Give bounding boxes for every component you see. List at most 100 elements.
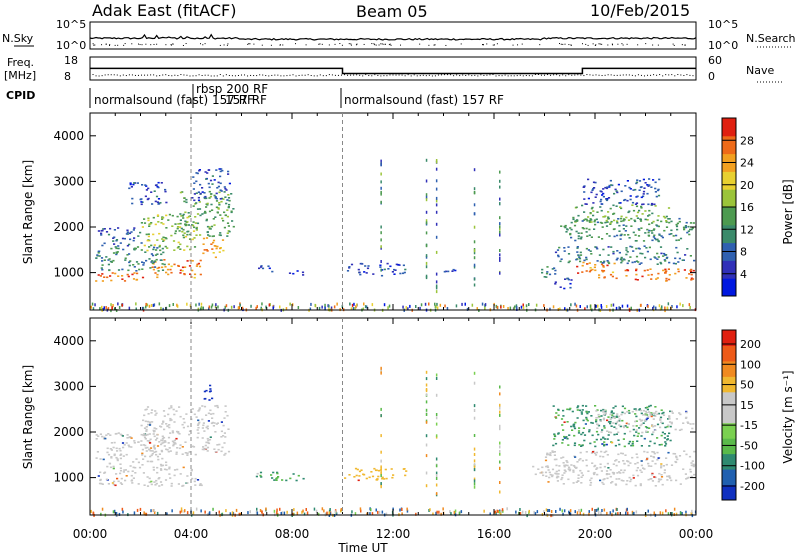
echo-cell bbox=[265, 507, 267, 511]
echo-cell bbox=[176, 468, 179, 471]
echo-cell bbox=[160, 465, 163, 467]
echo-cell bbox=[169, 432, 172, 434]
nsearch-dot bbox=[672, 43, 674, 45]
echo-cell bbox=[649, 478, 652, 480]
echo-cell bbox=[553, 458, 556, 461]
echo-cell bbox=[185, 201, 188, 204]
echo-cell bbox=[499, 227, 501, 231]
echo-cell bbox=[524, 511, 527, 514]
nave-dot bbox=[144, 74, 146, 76]
nave-dot bbox=[647, 74, 649, 76]
echo-cell bbox=[585, 258, 588, 261]
echo-cell bbox=[168, 424, 171, 426]
echo-cell bbox=[214, 216, 217, 218]
echo-cell bbox=[147, 233, 150, 235]
echo-cell bbox=[678, 217, 681, 220]
echo-cell bbox=[275, 477, 278, 480]
echo-cell bbox=[271, 477, 274, 479]
echo-cell bbox=[425, 413, 428, 416]
echo-cell bbox=[574, 220, 577, 222]
nave-dot bbox=[177, 75, 179, 77]
echo-cell bbox=[241, 306, 244, 310]
echo-cell bbox=[360, 262, 363, 265]
echo-cell bbox=[213, 194, 216, 197]
echo-cell bbox=[602, 216, 605, 218]
echo-cell bbox=[205, 249, 208, 251]
echo-cell bbox=[499, 222, 501, 226]
echo-cell bbox=[607, 254, 610, 256]
echo-cell bbox=[603, 409, 606, 412]
echo-cell bbox=[103, 242, 106, 245]
echo-cell bbox=[588, 234, 591, 237]
nave-dot bbox=[398, 74, 400, 76]
echo-cell bbox=[209, 384, 212, 387]
echo-cell bbox=[685, 221, 688, 224]
echo-cell bbox=[499, 271, 501, 275]
echo-cell bbox=[599, 466, 602, 469]
echo-cell bbox=[597, 511, 600, 514]
echo-cell bbox=[654, 425, 657, 427]
echo-cell bbox=[670, 220, 673, 223]
echo-cell bbox=[573, 427, 577, 430]
echo-cell bbox=[570, 228, 573, 231]
echo-cell bbox=[618, 230, 621, 232]
echo-cell bbox=[606, 186, 609, 188]
echo-cell bbox=[632, 231, 635, 234]
echo-cell bbox=[653, 476, 656, 478]
echo-cell bbox=[197, 262, 200, 265]
echo-cell bbox=[473, 212, 476, 216]
echo-cell bbox=[585, 227, 588, 230]
echo-cell bbox=[150, 253, 153, 255]
nave-dot bbox=[262, 74, 264, 76]
echo-cell bbox=[633, 261, 637, 263]
echo-cell bbox=[663, 259, 666, 261]
echo-cell bbox=[146, 249, 149, 252]
echo-cell bbox=[566, 228, 569, 231]
echo-cell bbox=[355, 474, 358, 477]
nave-dot bbox=[625, 74, 627, 76]
nsearch-dot bbox=[371, 43, 373, 45]
echo-cell bbox=[568, 510, 570, 514]
echo-cell bbox=[645, 459, 648, 461]
echo-cell bbox=[601, 429, 604, 431]
echo-cell bbox=[196, 424, 200, 426]
echo-cell bbox=[140, 222, 143, 224]
nave-dot bbox=[119, 75, 121, 77]
echo-cell bbox=[582, 219, 586, 221]
echo-cell bbox=[602, 261, 605, 264]
echo-cell bbox=[677, 261, 680, 263]
echo-cell bbox=[380, 268, 382, 272]
echo-cell bbox=[160, 222, 163, 224]
echo-cell bbox=[646, 250, 649, 253]
echo-cell bbox=[675, 461, 678, 464]
echo-cell bbox=[169, 450, 172, 452]
echo-cell bbox=[156, 276, 159, 279]
echo-cell bbox=[165, 214, 168, 217]
nave-dot bbox=[141, 74, 143, 76]
echo-cell bbox=[657, 272, 660, 275]
echo-cell bbox=[675, 234, 678, 237]
echo-cell bbox=[164, 190, 167, 193]
nsearch-dot bbox=[657, 44, 659, 46]
echo-cell bbox=[202, 446, 205, 448]
echo-cell bbox=[146, 198, 149, 201]
echo-cell bbox=[624, 198, 627, 201]
echo-cell bbox=[596, 473, 599, 476]
echo-cell bbox=[168, 407, 171, 410]
echo-cell bbox=[105, 256, 108, 258]
echo-cell bbox=[366, 512, 368, 516]
echo-cell bbox=[545, 475, 548, 477]
echo-cell bbox=[380, 459, 382, 463]
echo-cell bbox=[659, 511, 662, 515]
echo-cell bbox=[197, 419, 200, 422]
echo-cell bbox=[370, 508, 372, 512]
echo-cell bbox=[615, 190, 618, 192]
echo-cell bbox=[150, 244, 153, 247]
echo-cell bbox=[116, 459, 119, 462]
echo-cell bbox=[170, 265, 173, 268]
echo-cell bbox=[615, 277, 618, 280]
colorbar-swatch bbox=[722, 453, 736, 470]
echo-cell bbox=[140, 433, 143, 436]
echo-cell bbox=[103, 276, 106, 278]
echo-cell bbox=[152, 466, 155, 469]
